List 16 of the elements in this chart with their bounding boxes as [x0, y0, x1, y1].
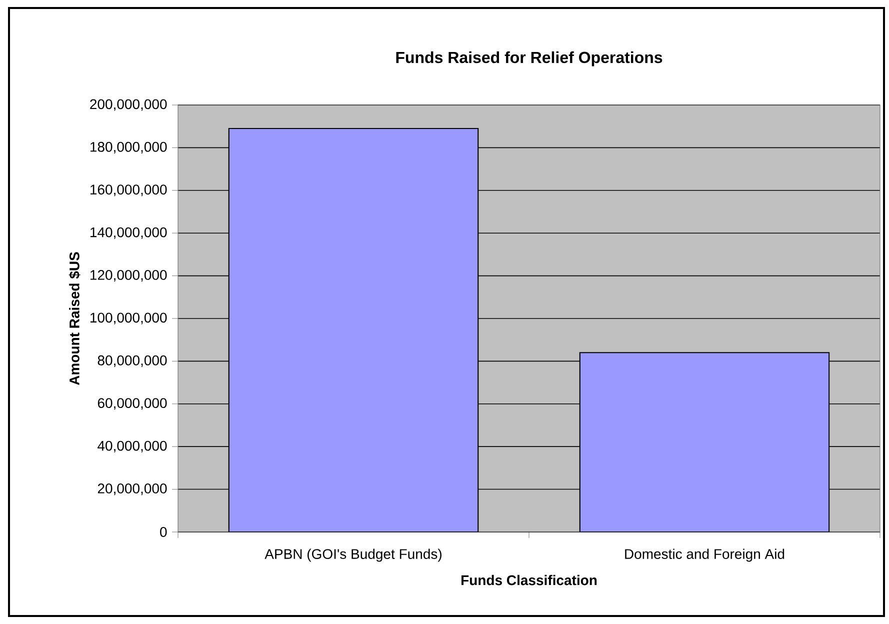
- y-tick-label: 180,000,000: [90, 142, 167, 154]
- y-axis-title: Amount Raised $US: [68, 252, 80, 386]
- y-tick-label: 40,000,000: [98, 440, 167, 452]
- y-tick-label: 100,000,000: [90, 312, 167, 324]
- x-axis-title: Funds Classification: [461, 574, 597, 586]
- y-tick-label: 0: [160, 527, 167, 537]
- y-tick-label: 60,000,000: [98, 398, 167, 410]
- y-tick-label: 120,000,000: [90, 270, 167, 282]
- y-tick-label: 140,000,000: [90, 227, 167, 239]
- y-tick-label: 80,000,000: [98, 355, 167, 367]
- y-tick-label: 20,000,000: [98, 484, 167, 496]
- x-tick-label: APBN (GOI's Budget Funds): [264, 548, 442, 562]
- y-tick-label: 200,000,000: [90, 99, 167, 111]
- chart-title: Funds Raised for Relief Operations: [396, 51, 662, 66]
- x-tick-label: Domestic and Foreign Aid: [625, 548, 784, 562]
- y-tick-label: 160,000,000: [90, 184, 167, 196]
